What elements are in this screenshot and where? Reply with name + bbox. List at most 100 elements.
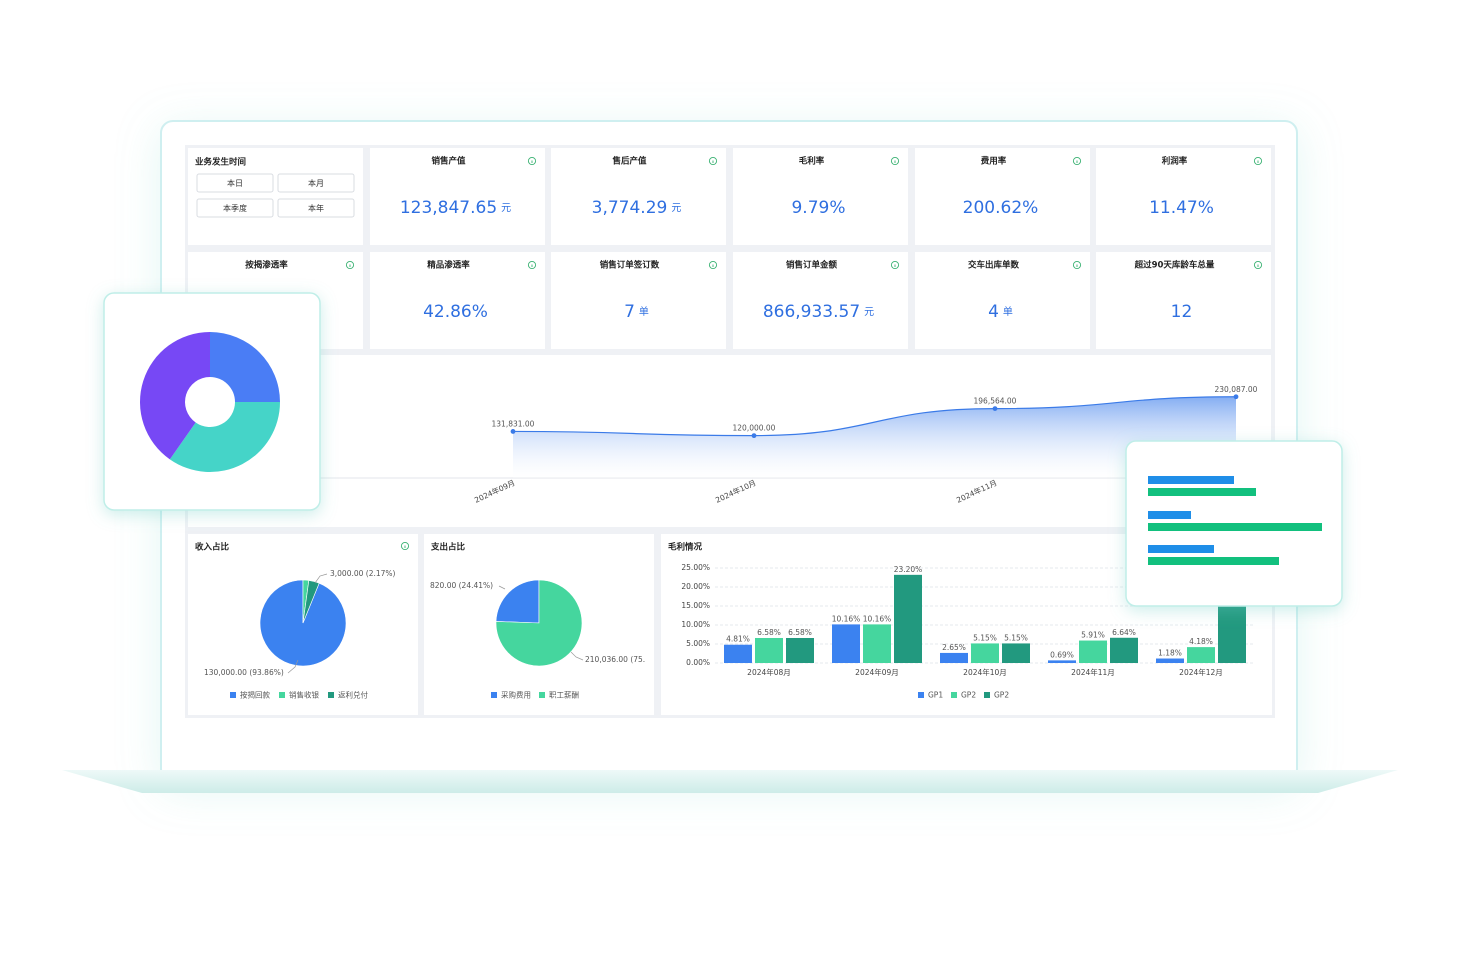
kpi-title: 费用率 xyxy=(981,156,1007,167)
bar-value-label: 4.81% xyxy=(726,635,750,644)
illustration-bar xyxy=(1148,523,1322,531)
kpi-number: 3,774.29 xyxy=(592,198,668,218)
bar xyxy=(1079,640,1107,663)
info-circle xyxy=(708,156,718,166)
slice-label: 820.00 (24.41%) xyxy=(430,581,493,590)
bar-value-label: 23.20% xyxy=(894,565,923,574)
bar-value-label: 1.18% xyxy=(1158,649,1182,658)
donut-segment xyxy=(210,332,280,402)
y-tick-label: 15.00% xyxy=(681,601,710,610)
info-circle xyxy=(890,156,900,166)
legend-label: 返利兑付 xyxy=(338,690,368,700)
bar-value-label: 10.16% xyxy=(832,614,861,623)
info-icon xyxy=(345,260,355,270)
kpi-card xyxy=(915,252,1090,349)
filter-button-label[interactable]: 本月 xyxy=(308,178,324,188)
filter-button-label[interactable]: 本日 xyxy=(227,178,243,188)
trend-value-label: 131,831.00 xyxy=(492,419,535,428)
kpi-number: 11.47% xyxy=(1149,198,1214,218)
kpi-value: 200.62% xyxy=(963,198,1039,218)
kpi-card xyxy=(551,252,726,349)
kpi-number: 200.62% xyxy=(963,198,1039,218)
kpi-number: 7 xyxy=(624,302,635,322)
leader-line xyxy=(314,573,328,584)
bar xyxy=(940,652,968,663)
filter-button[interactable] xyxy=(196,173,274,193)
kpi-title: 销售订单金额 xyxy=(786,260,838,271)
kpi-number: 123,847.65 xyxy=(400,198,497,218)
info-icon xyxy=(527,260,537,270)
trend-point xyxy=(992,406,998,411)
kpi-number: 42.86% xyxy=(423,302,488,322)
kpi-card xyxy=(370,148,545,245)
trend-point xyxy=(751,433,757,439)
kpi-unit: 元 xyxy=(864,307,874,318)
leader-line xyxy=(570,651,584,661)
info-icon xyxy=(400,541,410,551)
kpi-title: 毛利率 xyxy=(799,156,825,167)
legend-label: 销售收银 xyxy=(289,690,319,700)
bar xyxy=(1002,643,1030,663)
x-tick-label: 2024年12月 xyxy=(1179,667,1223,677)
kpi-value: 3,774.29 元 xyxy=(592,198,682,218)
y-tick-label: 20.00% xyxy=(681,582,710,591)
legend-label: 职工薪酬 xyxy=(549,690,579,700)
y-tick-label: 25.00% xyxy=(681,563,710,572)
legend-swatch xyxy=(951,692,957,698)
chart-title: 支出占比 xyxy=(430,542,466,553)
legend-label: GP2 xyxy=(961,691,976,700)
decorations xyxy=(103,292,1343,607)
pie-slice xyxy=(495,579,583,667)
bar-value-label: 2.65% xyxy=(942,643,966,652)
bar-value-label: 4.18% xyxy=(1189,637,1213,646)
illustration-bar xyxy=(1148,476,1234,484)
laptop-base xyxy=(62,770,1398,793)
legend-label: 采购费用 xyxy=(501,690,531,700)
trend-point xyxy=(1233,394,1239,400)
trend-value-label: 120,000.00 xyxy=(733,424,776,433)
kpi-unit: 元 xyxy=(671,203,681,214)
illustration-bar xyxy=(1148,511,1191,519)
bar-value-label: 10.16% xyxy=(863,614,892,623)
y-tick-label: 0.00% xyxy=(686,658,710,667)
bar xyxy=(724,644,752,663)
bar-value-label: 5.15% xyxy=(1004,633,1028,642)
filter-button[interactable] xyxy=(277,198,355,218)
kpi-card xyxy=(551,148,726,245)
y-tick-label: 5.00% xyxy=(686,639,710,648)
legend-label: 按揭回款 xyxy=(240,690,270,700)
kpi-unit: 单 xyxy=(639,306,649,318)
kpi-title: 销售订单签订数 xyxy=(600,260,660,271)
kpi-number: 866,933.57 xyxy=(763,302,860,322)
filter-button[interactable] xyxy=(277,173,355,193)
kpi-title: 利润率 xyxy=(1161,156,1188,167)
info-icon xyxy=(1072,156,1082,166)
kpi-value: 42.86% xyxy=(423,302,488,322)
filter-button-label[interactable]: 本年 xyxy=(308,203,324,213)
donut-illustration xyxy=(139,332,280,472)
legend-swatch xyxy=(918,692,924,698)
kpi-card xyxy=(1096,252,1271,349)
info-circle xyxy=(345,260,355,270)
kpi-card xyxy=(1096,148,1271,245)
kpi-unit: 单 xyxy=(1003,306,1013,318)
pie-slice xyxy=(495,579,540,624)
bar-value-label: 6.58% xyxy=(757,628,781,637)
illustration-bar xyxy=(1148,545,1214,553)
x-tick-label: 2024年09月 xyxy=(855,667,899,677)
bar-value-label: 5.91% xyxy=(1081,631,1105,640)
legend-swatch xyxy=(279,692,285,698)
illustration-bar xyxy=(1148,557,1279,565)
kpi-value: 123,847.65 元 xyxy=(400,198,511,218)
filter-button[interactable] xyxy=(196,198,274,218)
donut-card xyxy=(103,292,321,511)
info-circle xyxy=(1253,260,1263,270)
info-circle xyxy=(527,156,537,166)
filter-button-label[interactable]: 本季度 xyxy=(223,203,247,213)
kpi-title: 超过90天库龄车总量 xyxy=(1134,260,1215,271)
pie-slice xyxy=(302,580,320,624)
info-icon xyxy=(1253,156,1263,166)
bar-value-label: 5.15% xyxy=(973,633,997,642)
